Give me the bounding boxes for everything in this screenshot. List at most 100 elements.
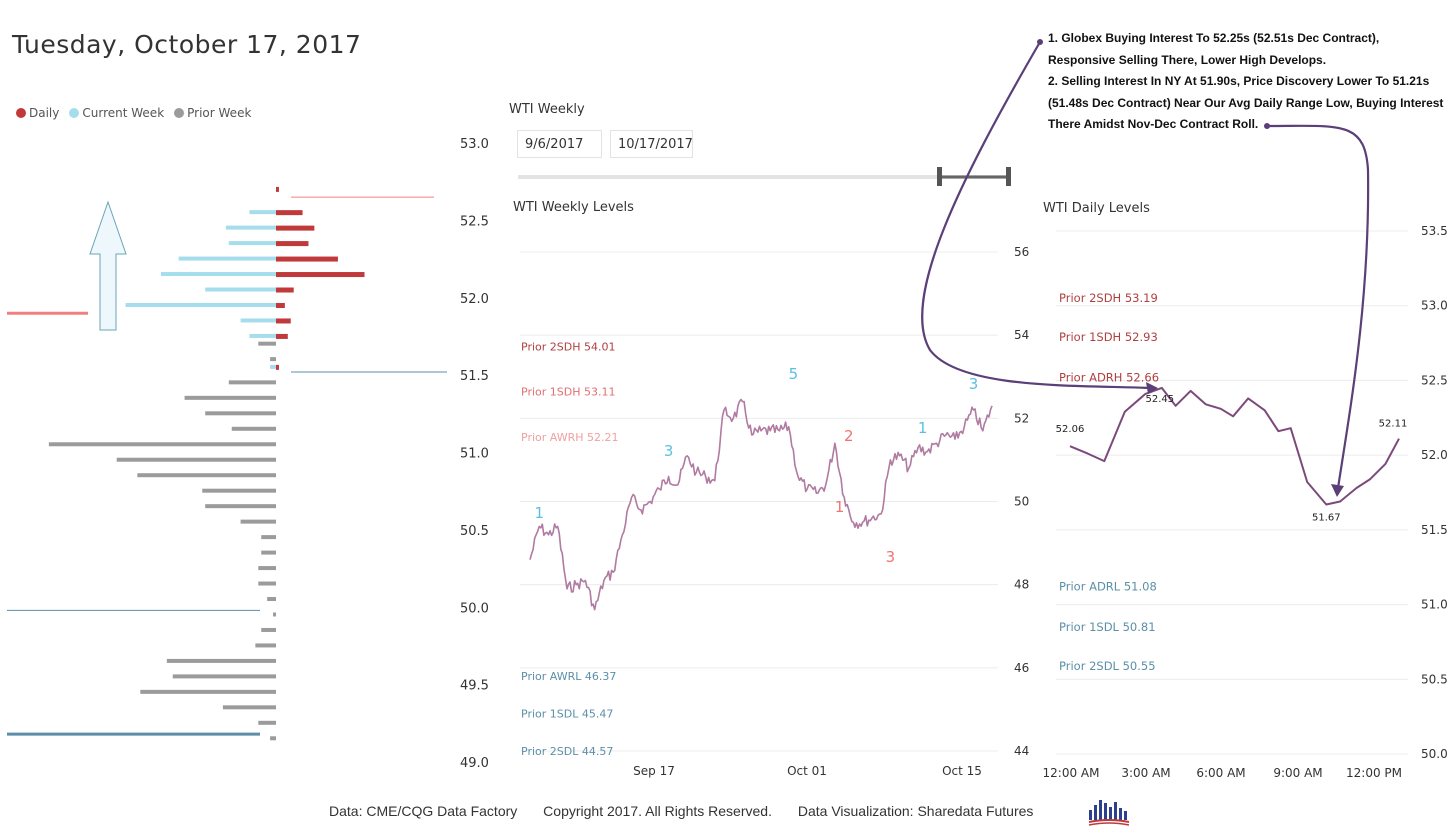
prior-week-bar <box>202 488 276 493</box>
daily-y-tick-label: 52.0 <box>1421 448 1448 462</box>
prior-week-bar <box>270 736 276 741</box>
current-week-bar <box>240 318 276 323</box>
daily-level-label: Prior 1SDH 52.93 <box>1059 330 1158 344</box>
chart-legend: Daily Current Week Prior Week <box>16 106 251 120</box>
prior-week-bar <box>205 411 276 416</box>
prior-week-bar <box>261 535 276 540</box>
note-2-arrow <box>1266 124 1370 489</box>
note-2: 2. Selling Interest In NY At 51.90s, Pri… <box>1048 74 1444 131</box>
weekly-annotation-label: 1 <box>534 504 544 522</box>
profile-y-tick-label: 49.5 <box>460 679 489 694</box>
prior-week-bar <box>48 442 276 447</box>
legend-dot-daily <box>16 108 26 118</box>
profile-y-tick-label: 49.0 <box>460 756 489 771</box>
daily-level-label: Prior ADRH 52.66 <box>1059 370 1159 384</box>
weekly-annotation-label: 1 <box>835 498 845 516</box>
daily-point-label: 52.11 <box>1379 419 1408 430</box>
note-1: 1. Globex Buying Interest To 52.25s (52.… <box>1048 31 1380 67</box>
current-week-bar <box>178 256 276 261</box>
weekly-x-tick-label: Sep 17 <box>633 764 675 778</box>
daily-level-label: Prior ADRL 51.08 <box>1059 580 1157 594</box>
daily-levels-chart: 53.5 53.0 52.5 52.0 51.5 51.0 50.5 50.0 12:00 AM… <box>1043 224 1448 780</box>
date-range-slider[interactable] <box>510 164 1020 190</box>
weekly-y-tick-label: 48 <box>1014 578 1029 592</box>
daily-bar <box>276 302 285 308</box>
prior-week-bar <box>228 380 276 385</box>
prior-week-bar <box>137 473 276 478</box>
profile-y-tick-label: 52.5 <box>460 214 489 229</box>
weekly-y-tick-label: 52 <box>1014 411 1029 425</box>
weekly-level-label: Prior 2SDL 44.57 <box>521 745 613 758</box>
legend-item-daily[interactable]: Daily <box>16 106 59 120</box>
daily-y-tick-label: 53.0 <box>1421 299 1448 313</box>
prior-week-bar <box>172 674 276 679</box>
daily-x-tick-label: 12:00 AM <box>1043 766 1100 780</box>
prior-week-bar <box>240 519 276 524</box>
profile-y-tick-label: 51.5 <box>460 369 489 384</box>
weekly-annotation-label: 2 <box>844 427 854 445</box>
prior-week-bar <box>258 581 276 586</box>
note-1-arrow <box>921 41 1151 390</box>
weekly-annotation-label: 3 <box>664 442 674 460</box>
daily-y-tick-label: 53.5 <box>1421 224 1448 238</box>
weekly-level-label: Prior 1SDH 53.11 <box>521 386 615 399</box>
legend-item-current-week[interactable]: Current Week <box>69 106 164 120</box>
daily-bar <box>276 333 288 339</box>
weekly-y-tick-label: 44 <box>1014 744 1029 758</box>
daily-bar <box>276 272 365 278</box>
current-week-bar <box>125 302 276 307</box>
daily-bar <box>276 364 279 370</box>
prior-week-bar <box>255 643 276 648</box>
weekly-y-tick-label: 54 <box>1014 328 1029 342</box>
daily-x-tick-label: 3:00 AM <box>1121 766 1170 780</box>
page-title: Tuesday, October 17, 2017 <box>12 30 362 59</box>
prior-week-bar <box>184 395 276 400</box>
end-date-input[interactable]: 10/17/2017 <box>610 130 693 158</box>
start-date-input[interactable]: 9/6/2017 <box>517 130 602 158</box>
daily-bar <box>276 287 294 293</box>
daily-point-label: 52.06 <box>1056 424 1085 435</box>
daily-price-line <box>1069 386 1400 506</box>
up-arrow-icon <box>89 200 127 331</box>
prior-week-bar <box>267 597 276 602</box>
slider-handle-start[interactable] <box>937 167 942 186</box>
current-week-bar <box>225 225 276 230</box>
current-week-bar <box>205 287 276 292</box>
weekly-y-tick-label: 50 <box>1014 495 1029 509</box>
legend-label-current-week: Current Week <box>82 106 165 120</box>
current-week-bar <box>228 241 276 246</box>
prior-week-bar <box>270 357 276 362</box>
weekly-y-tick-label: 56 <box>1014 245 1029 259</box>
weekly-x-tick-label: Oct 01 <box>787 764 827 778</box>
prior-week-bar <box>258 720 276 725</box>
profile-y-tick-label: 50.0 <box>460 601 489 616</box>
daily-y-tick-label: 51.0 <box>1421 598 1448 612</box>
footer-source: Data: CME/CQG Data Factory <box>329 803 518 819</box>
prior-week-bar <box>231 426 276 431</box>
current-week-bar <box>160 272 276 277</box>
prior-week-bar <box>222 705 276 710</box>
weekly-price-line <box>529 398 993 611</box>
prior-week-bar <box>273 612 276 617</box>
daily-bar <box>276 210 303 216</box>
weekly-y-tick-label: 46 <box>1014 661 1029 675</box>
slider-handle-end[interactable] <box>1006 167 1011 186</box>
note-2-arrowhead-icon <box>1331 484 1344 497</box>
daily-point-label: 52.45 <box>1146 394 1175 405</box>
daily-x-tick-label: 12:00 PM <box>1346 766 1402 780</box>
price-profile-chart: 53.0 52.5 52.0 51.5 51.0 50.5 50.0 49.5 49.0 <box>7 137 489 771</box>
daily-y-tick-label: 50.5 <box>1421 672 1448 686</box>
daily-bar <box>276 186 279 192</box>
weekly-annotation-label: 3 <box>886 548 896 566</box>
commentary-notes: 1. Globex Buying Interest To 52.25s (52.… <box>1048 28 1448 136</box>
legend-label-prior-week: Prior Week <box>187 106 252 120</box>
note-1-arrowhead-icon <box>1146 382 1158 394</box>
daily-x-tick-label: 9:00 AM <box>1273 766 1322 780</box>
daily-y-tick-label: 50.0 <box>1421 747 1448 761</box>
weekly-level-label: Prior AWRH 52.21 <box>521 431 618 444</box>
prior-week-bar <box>140 689 276 694</box>
legend-item-prior-week[interactable]: Prior Week <box>174 106 251 120</box>
prior-week-bar <box>261 627 276 632</box>
legend-dot-current-week <box>69 108 80 118</box>
